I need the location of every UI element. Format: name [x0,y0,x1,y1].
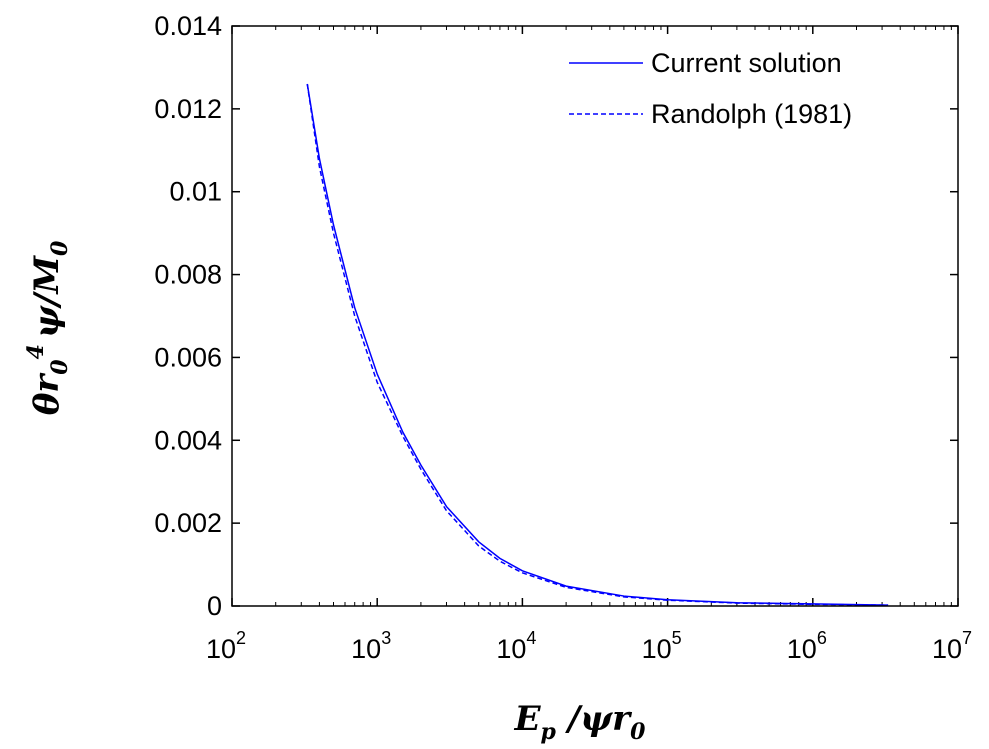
x-tick-label: 107 [932,628,972,664]
legend-entry-1: Randolph (1981) [651,99,852,129]
legend: Current solution Randolph (1981) [569,48,852,129]
y-tick-label: 0 [207,591,222,621]
x-tick-label: 105 [642,628,682,664]
legend-entry-0: Current solution [651,48,842,78]
y-axis-label: θr04ψ/M0 [23,240,73,415]
y-tick-label: 0.012 [154,94,222,124]
x-tick-label: 102 [206,628,246,664]
y-tick-label: 0.006 [154,342,222,372]
y-tick-label: 0.008 [154,260,222,290]
series-line-0 [306,83,889,606]
series-line-1 [306,83,889,606]
series-layer [306,83,889,606]
x-tick-label: 106 [787,628,827,664]
x-tick-label: 103 [351,628,391,664]
y-tick-label: 0.01 [169,177,222,207]
tick-labels-layer: 0 0.002 0.004 0.006 0.008 0.01 0.012 0.014 102 10… [154,11,972,664]
x-axis-label: Ep /ψr0 [514,699,647,745]
y-tick-label: 0.004 [154,425,222,455]
y-tick-label: 0.002 [154,508,222,538]
plot-frame [231,25,959,607]
y-tick-label: 0.014 [154,11,222,41]
x-tick-label: 104 [496,628,536,664]
